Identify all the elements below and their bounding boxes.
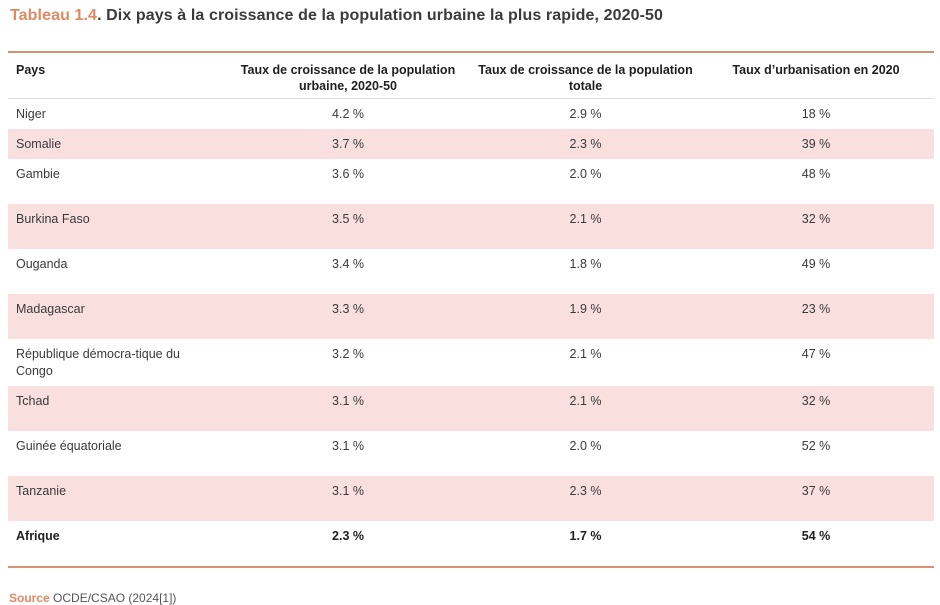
table-number: Tableau 1.4 bbox=[10, 7, 98, 24]
total-growth-cell: 1.9 % bbox=[473, 293, 698, 339]
bottom-rule bbox=[8, 566, 934, 568]
urbanization-rate-cell: 47 % bbox=[801, 346, 831, 361]
table-row: Somalie 3.7 % 2.3 % 39 % bbox=[8, 128, 934, 159]
country-cell: Gambie bbox=[16, 166, 60, 181]
table-row: Guinée équatoriale 3.1 % 2.0 % 52 % bbox=[8, 431, 934, 476]
column-header-urbanization-rate: Taux d’urbanisation en 2020 bbox=[698, 53, 934, 99]
source-label: Source bbox=[9, 591, 50, 605]
country-cell: République démocra-tique du Congo bbox=[16, 346, 180, 378]
table-row: Tanzanie 3.1 % 2.3 % 37 % bbox=[8, 475, 934, 521]
urbanization-rate-cell: 32 % bbox=[698, 203, 934, 249]
table-row-total: Afrique 2.3 % 1.7 % 54 % bbox=[8, 521, 934, 563]
table-row: Madagascar 3.3 % 1.9 % 23 % bbox=[8, 293, 934, 339]
source-text: OCDE/CSAO (2024[1]) bbox=[53, 591, 177, 605]
country-cell: Tanzanie bbox=[8, 475, 223, 521]
total-growth-cell: 1.8 % bbox=[569, 256, 602, 271]
column-header-country: Pays bbox=[8, 53, 223, 99]
table-row: Burkina Faso 3.5 % 2.1 % 32 % bbox=[8, 203, 934, 249]
total-growth-cell: 2.3 % bbox=[473, 475, 698, 521]
total-growth-cell: 2.1 % bbox=[473, 203, 698, 249]
urban-growth-cell: 3.6 % bbox=[332, 166, 364, 181]
column-header-urban-growth: Taux de croissance de la population urba… bbox=[223, 53, 473, 99]
total-growth-cell: 2.3 % bbox=[473, 128, 698, 159]
urban-growth-cell: 4.2 % bbox=[332, 107, 364, 121]
urban-growth-cell: 3.1 % bbox=[332, 438, 364, 453]
urban-growth-cell: 3.1 % bbox=[223, 475, 473, 521]
total-growth-cell: 2.1 % bbox=[473, 385, 698, 431]
table-title-text: . Dix pays à la croissance de la populat… bbox=[97, 7, 663, 24]
urbanization-rate-cell: 32 % bbox=[698, 385, 934, 431]
urbanization-rate-cell: 37 % bbox=[698, 475, 934, 521]
urbanization-rate-cell: 39 % bbox=[698, 128, 934, 159]
table-title: Tableau 1.4. Dix pays à la croissance de… bbox=[10, 7, 663, 25]
table-row: Gambie 3.6 % 2.0 % 48 % bbox=[8, 159, 934, 204]
total-growth-cell: 1.7 % bbox=[569, 528, 602, 543]
country-cell: Niger bbox=[16, 107, 46, 121]
urban-growth-cell: 3.1 % bbox=[223, 385, 473, 431]
country-cell: Somalie bbox=[8, 128, 223, 159]
urbanization-rate-cell: 18 % bbox=[801, 107, 831, 121]
country-cell: Afrique bbox=[16, 528, 60, 543]
urbanization-rate-cell: 23 % bbox=[698, 293, 934, 339]
urban-growth-cell: 3.5 % bbox=[223, 203, 473, 249]
table-row: Niger 4.2 % 2.9 % 18 % bbox=[8, 99, 934, 129]
top-rule bbox=[8, 51, 934, 53]
urbanization-rate-cell: 48 % bbox=[801, 166, 831, 181]
urban-growth-table: Pays Taux de croissance de la population… bbox=[8, 53, 934, 563]
table-row: Tchad 3.1 % 2.1 % 32 % bbox=[8, 385, 934, 431]
country-cell: Guinée équatoriale bbox=[16, 438, 122, 453]
urban-growth-cell: 3.3 % bbox=[223, 293, 473, 339]
table-row: République démocra-tique du Congo 3.2 % … bbox=[8, 339, 934, 386]
total-growth-cell: 2.0 % bbox=[569, 166, 602, 181]
urbanization-rate-cell: 54 % bbox=[801, 528, 831, 543]
urbanization-rate-cell: 52 % bbox=[801, 438, 831, 453]
urban-growth-cell: 3.4 % bbox=[332, 256, 364, 271]
header-row: Pays Taux de croissance de la population… bbox=[8, 53, 934, 99]
urban-growth-cell: 3.2 % bbox=[332, 346, 364, 361]
table-row: Ouganda 3.4 % 1.8 % 49 % bbox=[8, 249, 934, 294]
country-cell: Madagascar bbox=[8, 293, 223, 339]
country-cell: Ouganda bbox=[16, 256, 68, 271]
source-note: Source OCDE/CSAO (2024[1]) bbox=[9, 591, 176, 605]
country-cell: Tchad bbox=[8, 385, 223, 431]
total-growth-cell: 2.9 % bbox=[569, 107, 602, 121]
urban-growth-cell: 2.3 % bbox=[332, 528, 364, 543]
urbanization-rate-cell: 49 % bbox=[801, 256, 831, 271]
column-header-total-growth: Taux de croissance de la population tota… bbox=[473, 53, 698, 99]
total-growth-cell: 2.1 % bbox=[569, 346, 602, 361]
urban-growth-cell: 3.7 % bbox=[223, 128, 473, 159]
country-cell: Burkina Faso bbox=[8, 203, 223, 249]
total-growth-cell: 2.0 % bbox=[569, 438, 602, 453]
